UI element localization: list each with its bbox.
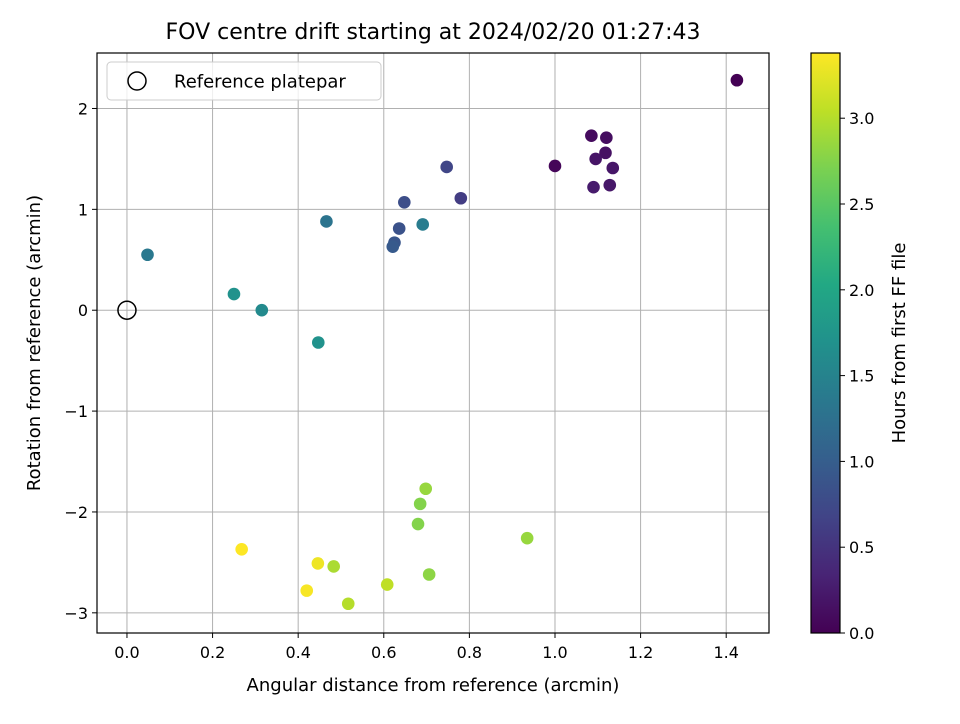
x-tick-label: 0.4 — [285, 643, 310, 662]
y-axis-ticks: −3 −2 −1 0 1 2 — [64, 99, 97, 623]
colorbar — [810, 52, 841, 634]
legend-label: Reference platepar — [174, 72, 346, 93]
y-tick-label: 2 — [78, 99, 88, 118]
x-axis-label: Angular distance from reference (arcmin) — [247, 675, 620, 696]
data-point — [606, 161, 620, 175]
colorbar-tick-label: 3.0 — [849, 109, 874, 128]
y-tick-label: −1 — [64, 402, 88, 421]
x-tick-label: 1.2 — [628, 643, 653, 662]
x-axis-ticks: 0.0 0.2 0.4 0.6 0.8 1.0 1.2 1.4 — [114, 633, 739, 662]
grid — [97, 53, 769, 633]
x-tick-label: 0.8 — [457, 643, 482, 662]
y-tick-label: 1 — [78, 200, 88, 219]
data-point — [600, 131, 613, 145]
data-point — [386, 240, 400, 253]
colorbar-tick-label: 0.5 — [849, 538, 874, 557]
data-point — [520, 531, 534, 545]
data-point — [589, 152, 602, 166]
legend-marker-open-circle — [127, 71, 147, 91]
y-tick-label: 0 — [78, 301, 88, 320]
x-tick-label: 0.6 — [371, 643, 396, 662]
reference-platepar-marker — [117, 300, 137, 320]
plot-frame — [96, 52, 770, 634]
data-point — [341, 597, 355, 611]
x-tick-label: 0.2 — [200, 643, 225, 662]
y-axis-label: Rotation from reference (arcmin) — [24, 195, 45, 491]
colorbar-tick-label: 1.5 — [849, 367, 874, 386]
data-point — [235, 542, 248, 556]
data-point — [255, 303, 269, 317]
x-tick-label: 1.4 — [713, 643, 738, 662]
data-point — [585, 129, 598, 143]
chart-title: FOV centre drift starting at 2024/02/20 … — [166, 20, 701, 45]
data-point — [413, 497, 427, 511]
colorbar-label: Hours from first FF file — [889, 243, 910, 444]
data-point — [730, 73, 744, 87]
legend-box — [106, 61, 382, 101]
legend: Reference platepar — [106, 61, 382, 101]
data-point — [548, 159, 562, 173]
data-points — [141, 73, 744, 611]
data-point — [320, 215, 333, 228]
x-tick-label: 0.0 — [114, 643, 139, 662]
data-point — [380, 578, 394, 591]
data-point — [419, 482, 433, 496]
data-point — [300, 584, 314, 597]
data-point — [411, 517, 425, 531]
data-point — [587, 180, 600, 194]
y-tick-label: −3 — [64, 604, 88, 623]
data-point — [311, 557, 325, 570]
colorbar-tick-label: 2.5 — [849, 195, 874, 214]
colorbar-tick-label: 2.0 — [849, 281, 874, 300]
data-point — [327, 560, 340, 573]
data-point — [227, 287, 241, 301]
data-point — [603, 178, 617, 192]
colorbar-tick-label: 0.0 — [849, 624, 874, 643]
data-point — [416, 218, 430, 231]
colorbar-ticks: 0.0 0.5 1.0 1.5 2.0 2.5 3.0 — [840, 109, 874, 643]
data-point — [398, 195, 411, 209]
data-point — [440, 160, 453, 174]
data-point — [422, 568, 436, 581]
y-tick-label: −2 — [64, 503, 88, 522]
data-point — [311, 336, 325, 349]
data-point — [599, 146, 612, 160]
data-point — [392, 222, 406, 235]
data-point — [454, 191, 468, 205]
data-point — [141, 248, 154, 262]
colorbar-tick-label: 1.0 — [849, 452, 874, 471]
x-tick-label: 1.0 — [542, 643, 567, 662]
